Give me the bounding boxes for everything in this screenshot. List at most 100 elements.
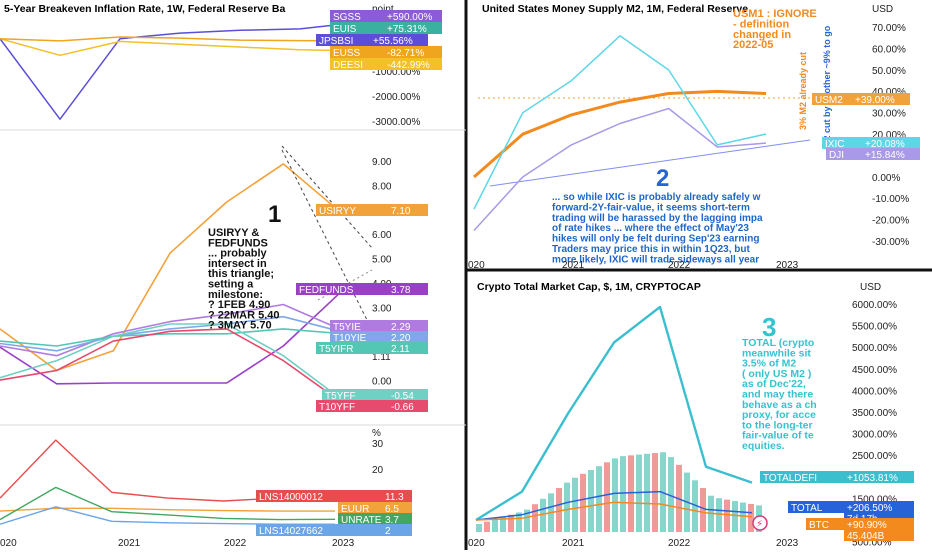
- badge-name: JPSBSI: [319, 36, 353, 47]
- y-tick-label: 3000.00%: [852, 430, 897, 441]
- badge-name-bg: [338, 513, 382, 525]
- badge-name: SGSS: [333, 12, 361, 23]
- badge-t5yie: T5YIE 2.29: [330, 320, 428, 333]
- annotation-line: setting a: [208, 279, 254, 291]
- badge-name-bg: [330, 10, 384, 22]
- number-label-3: 3: [762, 312, 776, 342]
- panel-middle-left: 9.008.007.006.005.004.003.002.001.110.00…: [0, 145, 428, 413]
- series-line-euss: [0, 36, 361, 42]
- badge-value-bg: [862, 137, 920, 149]
- series-lines-ml: [0, 163, 341, 402]
- badge-name: USIRYY: [319, 206, 356, 217]
- annotation-line: behave as a ch: [742, 399, 817, 411]
- annotation-line: ( only US M2 ): [742, 368, 811, 380]
- badge-euis: EUIS +75.31%: [330, 22, 442, 35]
- y-tick-label: -2000.00%: [372, 92, 420, 103]
- x-tick-label: 2023: [776, 260, 799, 271]
- volume-bar: [644, 453, 650, 532]
- badge-value: +39.00%: [855, 95, 895, 106]
- badge-jpsbsi: JPSBSI +55.56%: [316, 34, 428, 47]
- badge-name: T5YIE: [333, 322, 361, 333]
- annotation-line: ? 22MAR 5.40: [208, 309, 280, 321]
- unit-label-tr: USD: [872, 4, 893, 15]
- volume-bar: [508, 514, 514, 532]
- trend-line-tr: [489, 139, 811, 187]
- panel-title-tl: 5-Year Breakeven Inflation Rate, 1W, Fed…: [4, 3, 285, 15]
- side-note-m2-cut: 3% M2 already cut: [798, 52, 808, 130]
- badge-value: 2.29: [391, 322, 411, 333]
- y-tick-label: 30: [372, 439, 384, 450]
- series-line-t5yff: [0, 323, 341, 399]
- annotation-line: and may there: [742, 389, 813, 401]
- x-tick-label: 2021: [118, 538, 141, 549]
- badge-value-bg: [382, 513, 412, 525]
- badge-value: +75.31%: [387, 24, 427, 35]
- annotation-line: ... so while IXIC is probably already sa…: [552, 192, 761, 203]
- badge-value: -82.71%: [387, 48, 424, 59]
- badge-value-bg: [384, 22, 442, 34]
- volume-bar: [540, 498, 546, 532]
- volume-bar: [572, 477, 578, 532]
- badge-btc: BTC +90.90%45.404B: [806, 518, 914, 542]
- badge-value-bg: [844, 518, 914, 530]
- badge-name-bg: [256, 524, 382, 536]
- badge-fedfunds: FEDFUNDS 3.78: [296, 283, 428, 296]
- badge-name: TOTALDEFI: [763, 473, 817, 484]
- panel-title-br: Crypto Total Market Cap, $, 1M, CRYPTOCA…: [477, 281, 701, 293]
- volume-bar: [564, 482, 570, 532]
- series-line-t5yifr: [0, 328, 341, 347]
- badge-name-bg: [330, 331, 388, 343]
- x-tick-label: 2023: [776, 538, 799, 549]
- volume-bar: [588, 470, 594, 532]
- annotation-line: as of Dec'22,: [742, 378, 806, 390]
- badge-value-bg: [384, 46, 442, 58]
- y-axis-tl: -1000.00% -2000.00% -3000.00%: [372, 67, 420, 128]
- badge-name: IXIC: [825, 139, 844, 150]
- badge-name-bg: [316, 34, 370, 46]
- badges-tr: USM2 +39.00% IXIC +20.08% DJI +15.84%: [812, 93, 920, 161]
- annotation-line: equities.: [742, 440, 785, 452]
- annotation-2: ... so while IXIC is probably already sa…: [552, 192, 763, 265]
- y-tick-label: 60.00%: [872, 44, 906, 55]
- volume-bar: [604, 462, 610, 532]
- y-tick-label: 0.00%: [872, 173, 900, 184]
- badge-name-bg: [812, 93, 852, 105]
- lightning-icon[interactable]: [752, 515, 768, 531]
- badge-value-bg: [388, 342, 428, 354]
- volume-bar: [484, 521, 490, 532]
- series-line-deesi: [0, 37, 361, 57]
- volume-bar: [580, 473, 586, 532]
- series-line-t5yie: [0, 303, 341, 357]
- badge-value-bg: [382, 524, 412, 536]
- badge-sub: 45.404B: [847, 531, 885, 542]
- series-line-fedfunds: [0, 292, 341, 385]
- annotation-line: intersect in: [208, 258, 267, 270]
- volume-bar: [748, 503, 754, 532]
- annotation-line: USM1 : IGNORE: [733, 8, 817, 20]
- badge-name-bg: [822, 137, 862, 149]
- volume-bar: [668, 457, 674, 532]
- series-line-total: [475, 490, 753, 521]
- badge-value-bg: [388, 204, 428, 216]
- volume-bar: [692, 480, 698, 532]
- annotation-line: forward-2Y-fair-value, it seems short-te…: [552, 202, 750, 213]
- volume-bar: [716, 498, 722, 532]
- series-line-euur: [0, 507, 335, 512]
- annotation-line: - definition: [733, 18, 789, 30]
- badge-name: T10YIE: [333, 333, 367, 344]
- triangle-guide-lower: [281, 149, 373, 331]
- series-line-sgss: [0, 21, 361, 120]
- badge-name: LNS14000012: [259, 492, 323, 503]
- badge-value: -0.54: [391, 391, 414, 402]
- x-axis-bl: 020 2021 2022 2023: [0, 538, 355, 549]
- volume-bar: [524, 509, 530, 532]
- x-axis-br: 020 2021 2022 2023: [468, 538, 799, 549]
- y-tick-label: 1500.00%: [852, 494, 897, 505]
- volume-bar: [492, 519, 498, 532]
- badge-name-bg: [806, 518, 844, 530]
- badge-value-bg: [382, 502, 412, 514]
- badge-name-bg: [296, 283, 388, 295]
- x-tick-label: 020: [468, 260, 485, 271]
